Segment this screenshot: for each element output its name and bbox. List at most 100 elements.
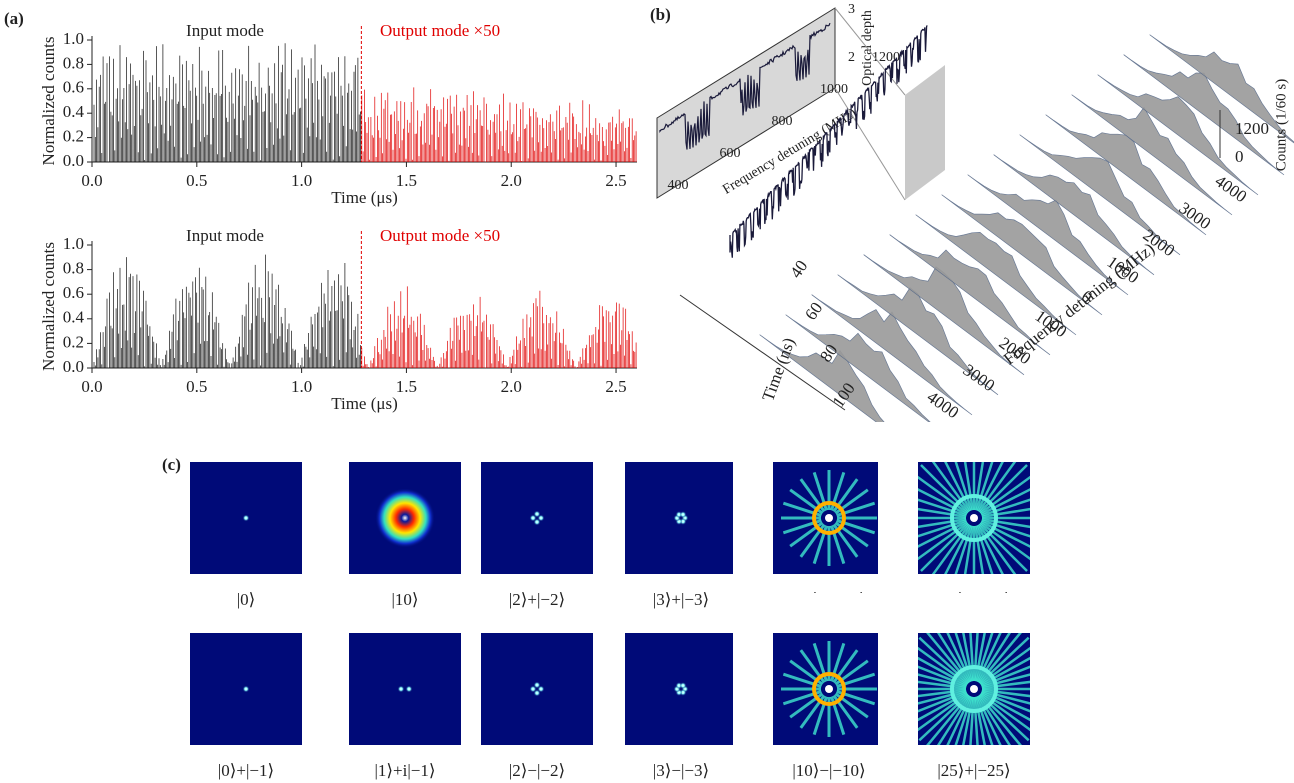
x-tick-label: 1.0 [291,171,312,190]
intensity [680,682,687,689]
x-tick-label: 2.5 [605,377,626,396]
panel-label: (a) [4,9,24,28]
y-tick-label: 0.4 [63,102,85,121]
frame-mask [878,462,918,574]
image-label: |3⟩−|−3⟩ [653,761,709,780]
y-tick-label: 0.6 [63,283,84,302]
annotation: Input mode [186,21,264,40]
y-tick-label: 0.2 [63,332,84,351]
y-tick-label: 0.8 [63,259,84,278]
frame-mask [878,422,1070,462]
y-axis-title: Normalized counts [39,242,58,371]
frame-mask [1030,462,1070,574]
figure: (a) (b) (c) 0.0 0.5 1.0 1.5 2.0 2.5 0.0 0.2 0.4 0… [0,0,1294,783]
mode-image [625,462,737,574]
y-axis-title: Normalized counts [39,37,58,166]
mode-image [878,593,1070,783]
intensity [825,514,833,522]
y-tick-label: 0.6 [63,78,84,97]
annotation: Input mode [186,226,264,245]
image-label: |0⟩+|−1⟩ [218,761,274,780]
x-tick-label: 2.5 [605,171,626,190]
frame-mask [733,462,773,574]
y-tick-label: 0.8 [63,53,84,72]
panel-label: (b) [650,5,671,24]
counts-tick-label: 0 [1235,147,1244,166]
panel-label: (c) [162,455,181,474]
frame-mask [1030,633,1070,745]
time-title: Time (ns) [758,335,798,403]
x-tick-label: 0.0 [81,377,102,396]
mode-image [625,633,737,745]
trace [94,43,361,162]
inset-x-tick-label: 1000 [820,82,848,97]
mode-image [349,633,461,745]
x-tick-label: 0.5 [186,377,207,396]
image-label: |3⟩+|−3⟩ [653,590,709,609]
intensity [970,685,978,693]
x-tick-label: 2.0 [501,171,522,190]
x-axis-title: Time (μs) [331,394,398,413]
zoom-region [905,65,945,200]
y-tick-label: 0.4 [63,308,85,327]
image-label: |2⟩+|−2⟩ [509,590,565,609]
annotation: Output mode ×50 [380,226,500,245]
mode-image [878,422,1070,614]
intensity [243,515,250,522]
intensity [970,514,978,522]
frame-mask [733,633,773,745]
mode-image [349,462,461,574]
y-tick-label: 0.0 [63,151,84,170]
intensity [825,685,833,693]
image-label: |10⟩ [391,590,418,609]
image-background [349,633,461,745]
detuning-tick-label: 3000 [1176,198,1215,233]
image-label: |1⟩+i|−1⟩ [375,761,436,780]
y-tick-label: 1.0 [63,234,84,253]
counts-tick-label: 1200 [1235,119,1269,138]
annotation: Output mode ×50 [380,21,500,40]
x-axis-title: Time (μs) [331,188,398,207]
detuning-tick-label: 4000 [1212,171,1251,206]
counts-title: Counts (1/60 s) [1273,79,1289,172]
frame-mask [878,593,1070,633]
x-tick-label: 0.0 [81,171,102,190]
intensity [375,488,435,548]
mode-image [190,462,302,574]
inset-x-tick-label: 400 [668,178,689,193]
frame-mask [878,633,918,745]
trace [94,255,361,368]
x-tick-label: 1.0 [291,377,312,396]
x-tick-label: 0.5 [186,171,207,190]
trace [362,87,636,162]
mode-image [481,633,593,745]
image-label: |25⟩+|−25⟩ [937,761,1010,780]
y-tick-label: 0.2 [63,127,84,146]
spectrum-ridge [1150,35,1294,155]
image-label: |0⟩ [237,590,256,609]
x-tick-label: 1.5 [396,377,417,396]
inset-x-tick-label: 800 [772,114,793,129]
mode-image [190,633,302,745]
image-background [625,462,737,574]
image-background [481,462,593,574]
intensity [680,511,687,518]
image-background [625,633,737,745]
detuning-tick-label: 4000 [924,387,963,422]
inset-y-tick-label: 3 [848,2,855,17]
y-tick-label: 0.0 [63,357,84,376]
trace [362,286,636,368]
x-tick-label: 1.5 [396,171,417,190]
intensity [534,682,541,689]
image-label: |2⟩−|−2⟩ [509,761,565,780]
image-label: |10⟩−|−10⟩ [792,761,865,780]
x-tick-label: 2.0 [501,377,522,396]
inset-x-tick-label: 1200 [872,50,900,65]
image-background [481,633,593,745]
intensity [534,511,541,518]
intensity [243,686,250,693]
time-tick-label: 40 [786,257,811,282]
y-tick-label: 1.0 [63,29,84,48]
inset-x-tick-label: 600 [720,146,741,161]
intensity [398,686,405,693]
